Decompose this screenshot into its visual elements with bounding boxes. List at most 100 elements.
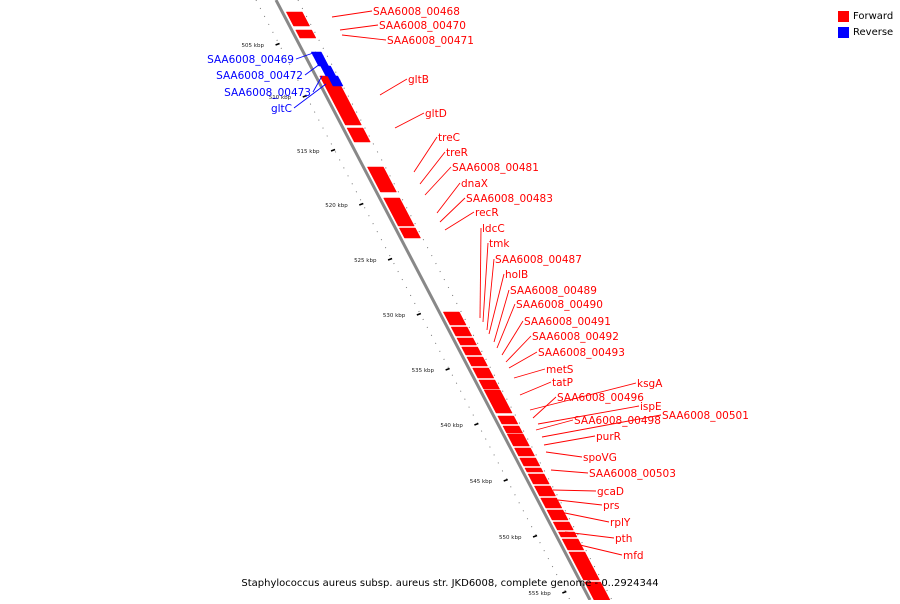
forward-gene-label[interactable]: gltB xyxy=(408,74,429,86)
forward-gene-label[interactable]: rplY xyxy=(610,517,631,529)
forward-gene-block xyxy=(398,227,421,239)
reverse-label-leader xyxy=(304,63,321,76)
tick-label: 555 kbp xyxy=(528,591,551,597)
forward-gene-label[interactable]: holB xyxy=(505,269,528,281)
forward-label-leader xyxy=(557,499,603,506)
reverse-gene-block xyxy=(320,65,337,77)
forward-gene-label[interactable]: ksgA xyxy=(637,378,663,390)
forward-label-leader xyxy=(501,320,524,356)
forward-gene-label[interactable]: SAA6008_00501 xyxy=(662,410,749,422)
forward-gene-label[interactable]: treR xyxy=(446,147,468,159)
forward-gene-block xyxy=(346,127,371,143)
reverse-swatch xyxy=(838,26,849,38)
forward-gene-block xyxy=(450,326,473,337)
forward-label-leader xyxy=(537,405,640,425)
forward-gene-label[interactable]: mfd xyxy=(623,550,644,562)
reverse-gene-label[interactable]: SAA6008_00469 xyxy=(207,54,294,66)
forward-label-leader xyxy=(545,451,583,458)
forward-gene-block xyxy=(527,473,550,485)
forward-gene-label[interactable]: SAA6008_00498 xyxy=(574,415,661,427)
forward-gene-block xyxy=(366,166,397,193)
forward-swatch xyxy=(838,10,849,22)
tick-mark xyxy=(275,42,280,46)
genome-backbone xyxy=(274,0,592,601)
forward-gene-block xyxy=(442,311,467,326)
forward-label-leader xyxy=(486,258,495,331)
forward-gene-label[interactable]: treC xyxy=(438,132,460,144)
forward-gene-block xyxy=(519,457,541,467)
forward-gene-label[interactable]: SAA6008_00468 xyxy=(373,6,460,18)
tick-mark xyxy=(416,312,422,316)
forward-gene-label[interactable]: SAA6008_00496 xyxy=(557,392,644,404)
forward-gene-label[interactable]: SAA6008_00481 xyxy=(452,162,539,174)
forward-gene-label[interactable]: SAA6008_00493 xyxy=(538,347,625,359)
forward-gene-label[interactable]: tatP xyxy=(552,377,573,389)
forward-gene-label[interactable]: metS xyxy=(546,364,574,376)
forward-gene-label[interactable]: SAA6008_00492 xyxy=(532,331,619,343)
forward-label-leader xyxy=(482,242,489,323)
forward-label-leader xyxy=(550,469,589,474)
forward-gene-label[interactable]: prs xyxy=(603,500,619,512)
reverse-gene-label[interactable]: SAA6008_00473 xyxy=(224,87,311,99)
forward-gene-block xyxy=(546,509,569,521)
reverse-gene-label[interactable]: gltC xyxy=(271,103,292,115)
tick-label: 520 kbp xyxy=(325,203,348,209)
tick-mark xyxy=(474,422,479,426)
tick-label: 550 kbp xyxy=(499,535,522,541)
tick-mark xyxy=(503,478,509,482)
forward-gene-label[interactable]: recR xyxy=(475,207,499,219)
forward-label-leader xyxy=(479,227,482,319)
forward-gene-block xyxy=(466,356,488,367)
reverse-gene-block xyxy=(327,75,344,87)
tick-mark xyxy=(330,148,336,152)
forward-label-leader xyxy=(513,368,546,379)
forward-gene-label[interactable]: SAA6008_00487 xyxy=(495,254,582,266)
forward-gene-block xyxy=(533,485,556,497)
forward-label-leader xyxy=(339,24,379,31)
legend-reverse: Reverse xyxy=(838,24,893,40)
forward-label-leader xyxy=(341,34,387,41)
forward-gene-block xyxy=(497,415,519,425)
forward-label-leader xyxy=(436,182,461,214)
forward-label-leader xyxy=(424,166,452,196)
strand-legend: Forward Reverse xyxy=(838,8,893,40)
forward-label-leader xyxy=(496,303,516,349)
forward-label-leader xyxy=(394,112,425,129)
forward-label-leader xyxy=(535,419,574,431)
forward-label-leader xyxy=(444,211,475,231)
forward-label-leader xyxy=(505,335,532,363)
tick-label: 515 kbp xyxy=(297,149,320,155)
forward-gene-label[interactable]: SAA6008_00503 xyxy=(589,468,676,480)
forward-gene-label[interactable]: gcaD xyxy=(597,486,624,498)
forward-gene-label[interactable]: SAA6008_00471 xyxy=(387,35,474,47)
forward-gene-block xyxy=(514,447,536,457)
forward-gene-label[interactable]: spoVG xyxy=(583,452,617,464)
tick-mark xyxy=(359,202,364,206)
forward-gene-block xyxy=(461,346,483,356)
forward-label-leader xyxy=(541,414,662,438)
forward-gene-label[interactable]: SAA6008_00470 xyxy=(379,20,466,32)
forward-label-leader xyxy=(579,544,623,556)
forward-gene-label[interactable]: SAA6008_00489 xyxy=(510,285,597,297)
forward-gene-label[interactable]: dnaX xyxy=(461,178,488,190)
forward-label-leader xyxy=(439,197,466,223)
forward-gene-label[interactable]: pth xyxy=(615,533,632,545)
forward-label-leader xyxy=(331,10,373,18)
forward-label-leader xyxy=(559,511,610,523)
forward-gene-label[interactable]: ispE xyxy=(640,401,662,413)
forward-label-leader xyxy=(543,435,596,446)
forward-gene-block xyxy=(472,367,495,379)
forward-gene-block xyxy=(478,379,500,390)
forward-gene-label[interactable]: tmk xyxy=(489,238,510,250)
forward-gene-label[interactable]: ldcC xyxy=(482,223,505,235)
forward-gene-label[interactable]: SAA6008_00490 xyxy=(516,299,603,311)
forward-gene-label[interactable]: gltD xyxy=(425,108,447,120)
forward-gene-label[interactable]: SAA6008_00491 xyxy=(524,316,611,328)
forward-gene-label[interactable]: SAA6008_00483 xyxy=(466,193,553,205)
forward-gene-label[interactable]: purR xyxy=(596,431,621,443)
reverse-gene-label[interactable]: SAA6008_00472 xyxy=(216,70,303,82)
forward-gene-block xyxy=(561,538,585,551)
forward-gene-block xyxy=(552,521,574,531)
